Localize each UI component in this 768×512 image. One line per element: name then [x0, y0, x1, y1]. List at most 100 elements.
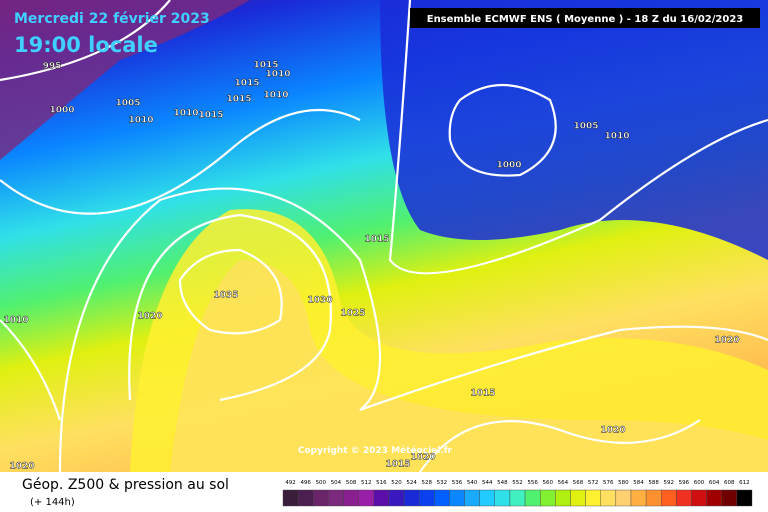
isobar-label: 1010 [265, 70, 290, 80]
colorbar-swatch [358, 489, 374, 507]
isobar-label: 1020 [714, 336, 739, 346]
colorbar-label: 592 [664, 480, 675, 486]
colorbar-swatch [479, 489, 496, 507]
colorbar-label: 572 [588, 480, 599, 486]
isobar-label: 1015 [364, 235, 389, 245]
colorbar-swatch [388, 489, 405, 507]
colorbar-swatch [570, 489, 586, 507]
isobar-label: 1015 [385, 460, 410, 470]
map-background [0, 0, 768, 472]
isobar-label: 1025 [340, 309, 365, 319]
colorbar-swatch [403, 489, 420, 507]
colorbar-label: 600 [694, 480, 705, 486]
colorbar-swatch [706, 489, 722, 507]
colorbar-swatch [524, 489, 541, 507]
colorbar-label: 608 [724, 480, 735, 486]
colorbar-label: 500 [316, 480, 327, 486]
colorbar-swatch [539, 489, 556, 507]
colorbar-swatch [418, 489, 435, 507]
isobar-label: 1015 [234, 79, 259, 89]
date: Mercredi 22 février 2023 [14, 11, 210, 27]
colorbar-swatch [434, 489, 450, 507]
colorbar-label: 496 [300, 480, 311, 486]
local-time: 19:00 locale [14, 33, 158, 57]
colorbar-label: 504 [331, 480, 342, 486]
isobar-label: 1020 [600, 426, 625, 436]
colorbar-swatch [645, 489, 662, 507]
isobar-label: 1010 [604, 132, 629, 142]
colorbar: 492 496 500 504 508 512 516 520 524 528 532 536 540 5… [282, 480, 753, 507]
colorbar-swatch [343, 489, 359, 507]
isobar-label: 1000 [496, 161, 521, 171]
colorbar-label: 580 [618, 480, 629, 486]
isobar-lines [0, 0, 768, 472]
isobar-label: 1020 [137, 312, 162, 322]
colorbar-swatch [464, 489, 480, 507]
isobar-label: 1000 [49, 106, 74, 116]
isobar-label: 1010 [173, 109, 198, 119]
model-banner [410, 8, 760, 28]
colorbar-label: 516 [376, 480, 387, 486]
isobar-label: 1010 [263, 91, 288, 101]
colorbar-swatch [328, 489, 344, 507]
colorbar-swatch [736, 489, 753, 507]
colorbar-label: 536 [452, 480, 463, 486]
colorbar-swatch [555, 489, 571, 507]
colorbar-swatch [721, 489, 738, 507]
colorbar-label: 524 [406, 480, 417, 486]
isobar-label: 1010 [3, 316, 28, 326]
model-info: Ensemble ECMWF ENS ( Moyenne ) - 18 Z du… [427, 14, 744, 25]
colorbar-label: 528 [421, 480, 432, 486]
colorbar-swatch [600, 489, 617, 507]
colorbar-label: 512 [361, 480, 372, 486]
isobar-label: 1010 [128, 116, 153, 126]
colorbar-label: 588 [648, 480, 659, 486]
isobar-label: 1005 [573, 122, 598, 132]
colorbar-swatch [297, 489, 314, 507]
colorbar-label: 540 [467, 480, 478, 486]
colorbar-swatch [282, 489, 299, 507]
colorbar-swatch [630, 489, 647, 507]
colorbar-label: 564 [558, 480, 569, 486]
colorbar-label: 508 [346, 480, 357, 486]
colorbar-label: 604 [709, 480, 720, 486]
colorbar-label: 556 [527, 480, 538, 486]
colorbar-label: 560 [543, 480, 554, 486]
colorbar-label: 552 [512, 480, 523, 486]
forecast-lead: (+ 144h) [30, 497, 75, 508]
colorbar-label: 532 [437, 480, 448, 486]
colorbar-label: 584 [633, 480, 644, 486]
isobar-label: 1015 [226, 95, 251, 105]
isobar-label: 1030 [307, 296, 332, 306]
isobar-label: 995 [43, 62, 62, 72]
copyright: Copyright © 2023 Météociel.fr [298, 445, 453, 456]
isobar-label: 1020 [9, 462, 34, 472]
colorbar-swatch [615, 489, 632, 507]
isobar-label: 1015 [253, 61, 278, 71]
colorbar-swatch [509, 489, 526, 507]
colorbar-swatch [313, 489, 329, 507]
colorbar-swatch [661, 489, 677, 507]
isobar-label: 1015 [470, 389, 495, 399]
colorbar-label: 568 [573, 480, 584, 486]
colorbar-label: 576 [603, 480, 614, 486]
colorbar-swatch [494, 489, 511, 507]
colorbar-swatch [676, 489, 692, 507]
isobar-label: 1020 [410, 453, 435, 463]
colorbar-label: 596 [679, 480, 690, 486]
colorbar-label: 612 [739, 480, 750, 486]
isobar-labels: 995 1000 1005 1010 1010 1015 1015 1010 1… [3, 60, 739, 472]
colorbar-swatch [449, 489, 465, 507]
colorbar-swatch [691, 489, 707, 507]
colorbar-label: 548 [497, 480, 508, 486]
colorbar-label: 520 [391, 480, 402, 486]
isobar-label: 1035 [213, 291, 238, 301]
isobar-label: 1015 [198, 111, 223, 121]
colorbar-swatch [585, 489, 601, 507]
legend-title: Géop. Z500 & pression au sol [22, 477, 229, 493]
colorbar-label: 544 [482, 480, 493, 486]
isobar-label: 1005 [115, 99, 140, 109]
colorbar-swatch [373, 489, 390, 507]
colorbar-label: 492 [285, 480, 296, 486]
